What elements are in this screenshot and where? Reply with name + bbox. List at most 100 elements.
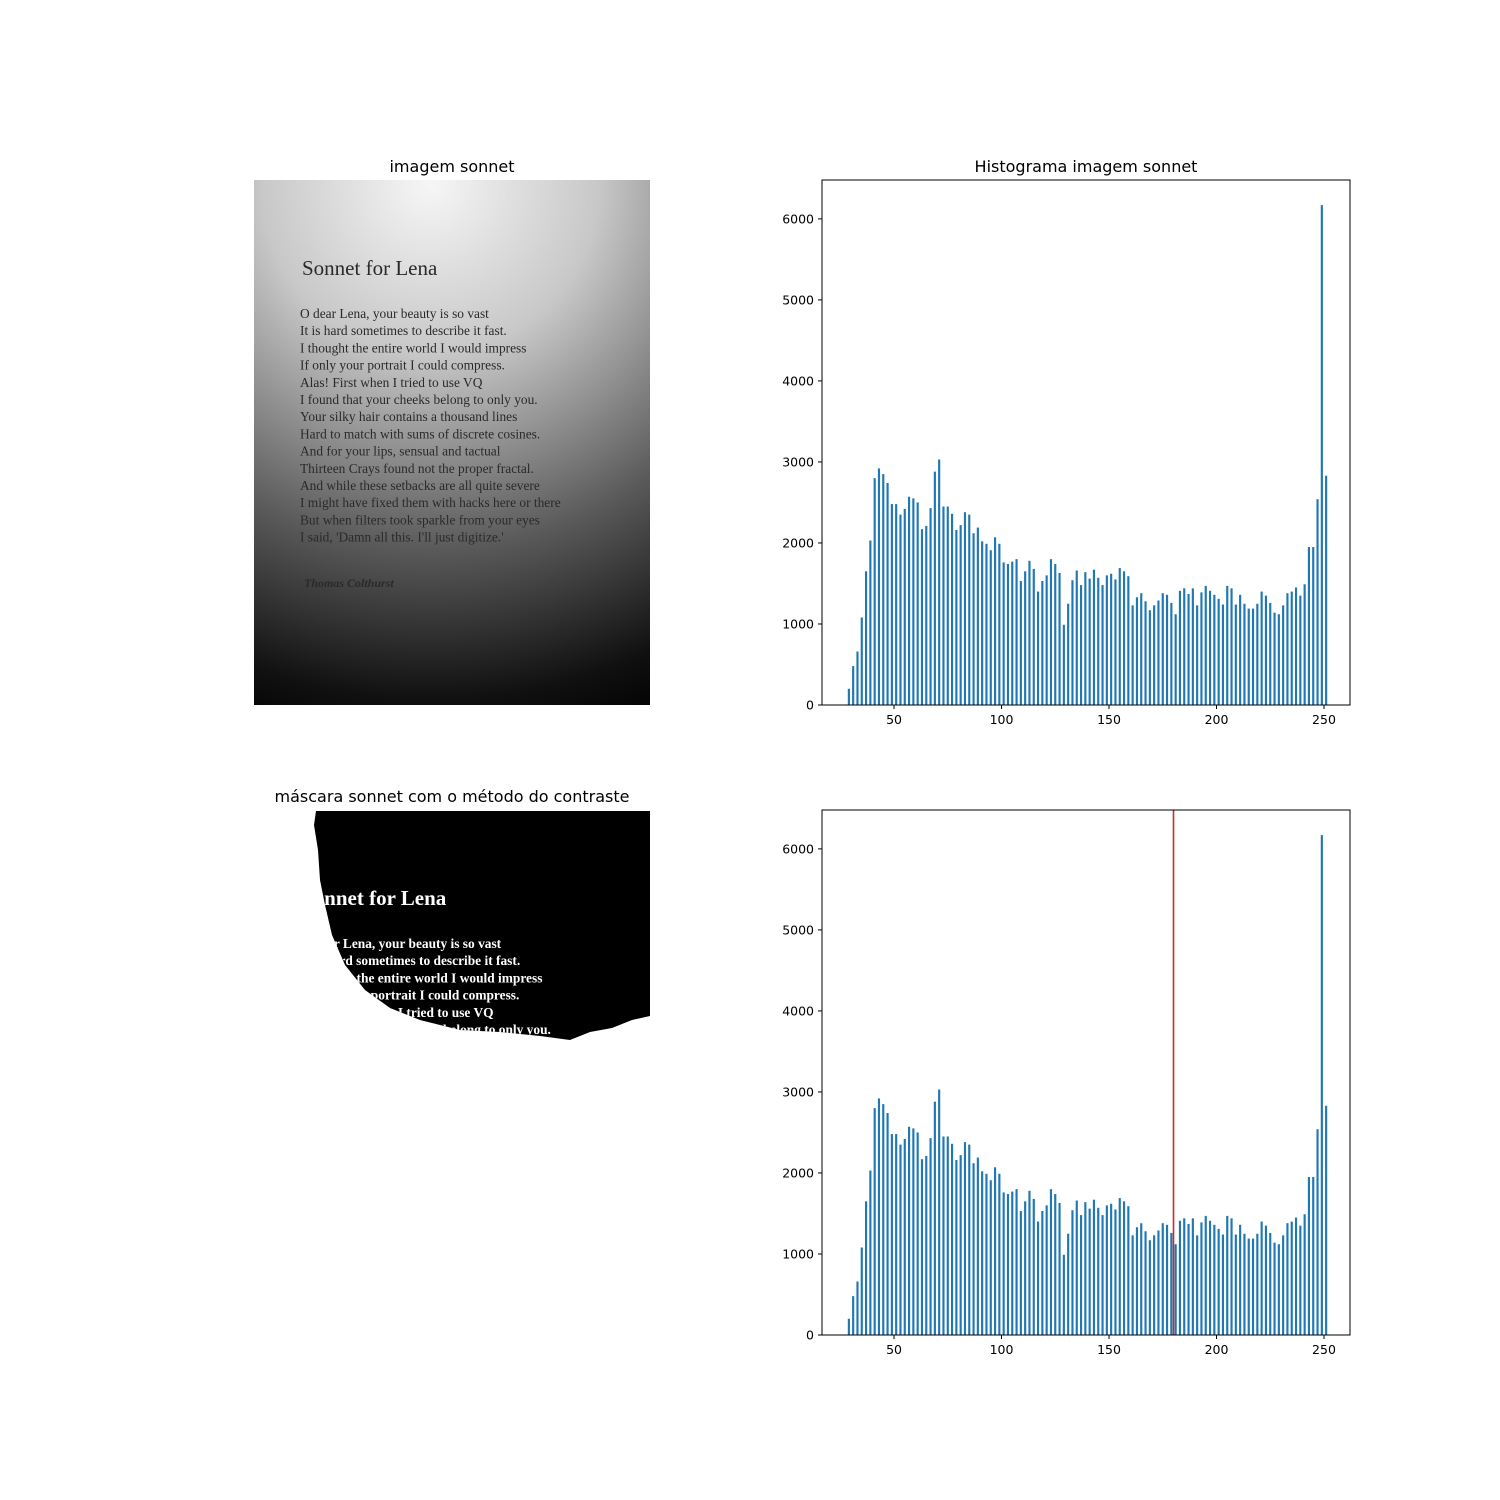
bar (993, 537, 997, 705)
poem-line: If only your portrait I could compress. (300, 358, 505, 373)
bar (1041, 581, 1044, 705)
bar (1101, 585, 1104, 705)
bar (1075, 570, 1078, 705)
poem-line: I found that your cheeks belong to only … (300, 392, 538, 407)
bar (1230, 588, 1233, 705)
bar (1024, 1201, 1027, 1335)
bar (1320, 835, 1323, 1335)
bar (1226, 1215, 1229, 1335)
bar (1325, 1105, 1328, 1335)
bar (1251, 608, 1255, 705)
poem-line: Thirteen Crays found not the proper frac… (300, 1091, 554, 1106)
bar (1303, 1214, 1306, 1335)
bar (1002, 1192, 1005, 1335)
poem-line: I might have fixed them with hacks here … (300, 1125, 578, 1140)
bar (1247, 608, 1250, 705)
bar (1157, 600, 1160, 705)
poem-author: Thomas Colthurst (304, 576, 394, 590)
x-tick-label: 200 (1205, 712, 1229, 727)
poem-line: I thought the entire world I would impre… (300, 340, 526, 355)
bar (1247, 1238, 1250, 1335)
bar (925, 1155, 928, 1335)
bar (981, 1171, 984, 1335)
bar (1264, 595, 1268, 705)
bar (1127, 576, 1130, 705)
bar (895, 1134, 898, 1335)
poem-author: Thomas Colthurst (304, 1206, 394, 1220)
bar (869, 1170, 872, 1335)
bar (1079, 1215, 1083, 1335)
bar (942, 1136, 945, 1335)
bar (1024, 571, 1027, 705)
poem-line: But when filters took sparkle from your … (300, 1142, 554, 1157)
image-title: imagem sonnet (389, 157, 514, 176)
bar (1049, 1189, 1053, 1335)
bar (1058, 1202, 1061, 1335)
bar (1075, 1200, 1078, 1335)
bar (981, 541, 984, 705)
bar (1028, 1190, 1031, 1335)
bar (1187, 594, 1190, 705)
bar (1135, 1227, 1139, 1335)
bar (1294, 1217, 1298, 1335)
bar (1144, 1231, 1147, 1335)
bar (899, 1144, 902, 1335)
bar (1165, 1224, 1169, 1335)
bar (1251, 1238, 1255, 1335)
bar (1041, 1211, 1044, 1335)
poem-line: Alas! First when I tried to use VQ (300, 375, 483, 390)
bar (1282, 605, 1285, 705)
bar (877, 1098, 881, 1335)
bar (1135, 597, 1139, 705)
bar (1183, 1218, 1186, 1335)
bar (907, 496, 911, 705)
y-tick-label: 1000 (782, 616, 814, 631)
y-tick-label: 3000 (782, 454, 814, 469)
x-tick-label: 50 (886, 1342, 902, 1357)
bar (959, 1155, 962, 1335)
x-tick-label: 150 (1097, 1342, 1121, 1357)
bar (1269, 1232, 1272, 1335)
bar (1277, 1244, 1280, 1335)
poem-line: If only your portrait I could compress. (300, 988, 519, 1003)
bar (1006, 564, 1010, 705)
bar (1114, 579, 1117, 705)
bar (882, 474, 885, 705)
bar (1312, 547, 1315, 705)
bar (1256, 603, 1259, 705)
bar (1208, 1220, 1212, 1335)
bar (950, 1143, 954, 1335)
bar (1226, 585, 1229, 705)
poem-line: Hard to match with sums of discrete cosi… (300, 426, 540, 441)
bar (1062, 624, 1065, 705)
bar (1054, 1194, 1057, 1335)
bar (1282, 1235, 1285, 1335)
bar (1178, 590, 1182, 705)
bar (1088, 1208, 1091, 1335)
bar (1036, 591, 1040, 705)
bar (1307, 1177, 1311, 1335)
bar (998, 543, 1001, 705)
bar (1148, 610, 1151, 705)
poem-line: I found that your cheeks belong to only … (300, 1022, 551, 1037)
y-tick-label: 3000 (782, 1084, 814, 1099)
bar (877, 468, 881, 705)
bar (912, 498, 915, 705)
y-tick-label: 0 (806, 1328, 814, 1343)
bar (1015, 559, 1018, 705)
bar (1118, 568, 1121, 705)
bar (929, 508, 932, 705)
bar (1221, 604, 1225, 705)
bar (1217, 598, 1220, 705)
bar (1260, 591, 1263, 705)
bar (985, 543, 988, 705)
bar (864, 571, 868, 705)
bar (1243, 603, 1246, 705)
chart-title: Histograma imagem sonnet (975, 157, 1198, 176)
bar (886, 1113, 889, 1335)
bar (1294, 587, 1298, 705)
bar (1264, 1225, 1268, 1335)
bar (1260, 1221, 1263, 1335)
bar (1191, 588, 1194, 705)
bar (1277, 614, 1280, 705)
